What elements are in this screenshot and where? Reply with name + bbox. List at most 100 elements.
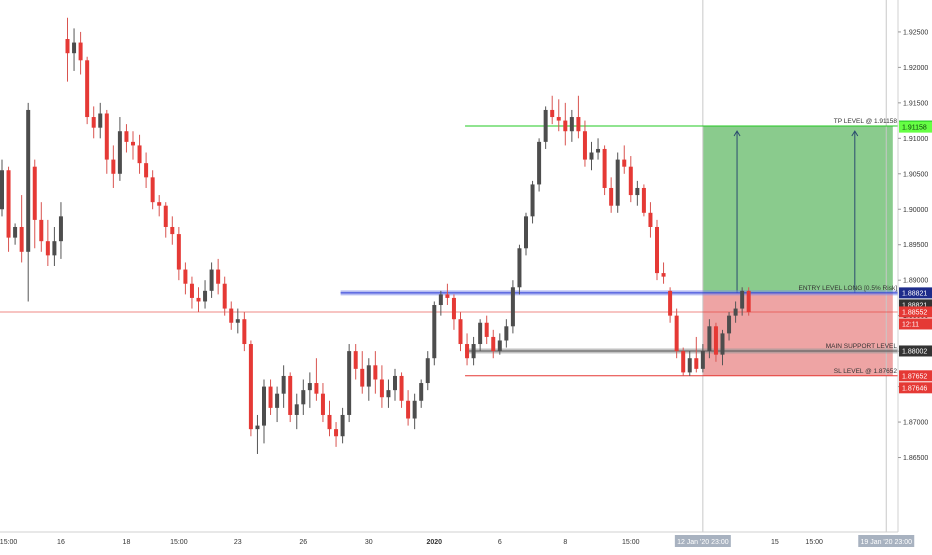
time-tick-label: 26 xyxy=(299,539,307,546)
candle-body xyxy=(268,386,273,408)
price-tick-label: 1.89500 xyxy=(903,242,928,249)
candle-body xyxy=(582,131,587,160)
candle-body xyxy=(347,351,352,415)
candle-body xyxy=(465,344,470,359)
candle-body xyxy=(733,308,738,316)
candle-body xyxy=(294,404,299,415)
candle-body xyxy=(248,344,253,430)
price-tick-label: 1.86500 xyxy=(903,455,928,462)
time-tick-label: 15:00 xyxy=(170,539,188,546)
time-tick-label: 16 xyxy=(57,539,65,546)
price-tag-label: 1.88552 xyxy=(902,309,927,316)
price-tick-label: 1.91500 xyxy=(903,100,928,107)
candle-body xyxy=(72,42,77,54)
price-tag-label: 1.87652 xyxy=(902,373,927,380)
candle-body xyxy=(0,170,4,210)
candle-body xyxy=(163,205,168,227)
candle-body xyxy=(681,351,686,373)
candle-body xyxy=(628,166,633,196)
candle-body xyxy=(26,109,31,252)
candle-body xyxy=(700,351,705,369)
candle-body xyxy=(563,120,568,132)
price-tag-bg xyxy=(899,287,932,299)
candle-body xyxy=(117,131,122,174)
candle-body xyxy=(327,414,332,430)
tp-label: TP LEVEL @ 1.91158 xyxy=(834,118,898,125)
candle-body xyxy=(320,393,325,415)
price-tick-label: 1.87000 xyxy=(903,420,928,427)
candle-body xyxy=(393,375,397,391)
candle-body xyxy=(635,187,640,196)
price-tick-label: 1.89000 xyxy=(903,278,928,285)
candle-body xyxy=(301,390,306,405)
time-highlight-label: 19 Jan '20 23:00 xyxy=(860,539,912,546)
candle-body xyxy=(517,248,522,288)
candle-body xyxy=(373,365,378,380)
time-tick-label: 23 xyxy=(234,539,242,546)
candle-body xyxy=(131,141,135,146)
level-annotations: TP LEVEL @ 1.91158 ENTRY LEVEL LONG [0.5%… xyxy=(799,118,898,375)
candle-body xyxy=(353,351,358,369)
candle-body xyxy=(58,216,63,242)
candle-body xyxy=(589,152,594,160)
price-tag-bg xyxy=(899,299,932,311)
candle-body xyxy=(189,283,194,298)
candle-body xyxy=(687,358,692,373)
loss-zone xyxy=(702,292,893,376)
candle-body xyxy=(281,375,286,394)
time-tick-label: 6 xyxy=(498,539,502,546)
target-arrow-head xyxy=(851,130,859,137)
price-tag-bg xyxy=(899,370,932,382)
candle-body xyxy=(497,340,502,352)
candle-body xyxy=(340,414,345,437)
candle-body xyxy=(176,234,181,270)
candle-body xyxy=(262,386,266,426)
candle-body xyxy=(727,315,732,334)
candle-body xyxy=(13,226,18,238)
candle-body xyxy=(425,358,430,384)
candle-body xyxy=(543,109,548,142)
time-tick-label: 15:00 xyxy=(622,539,640,546)
time-tick-label: 2020 xyxy=(427,539,443,546)
candle-body xyxy=(334,429,339,437)
price-tag-bg xyxy=(899,382,932,394)
candle-body xyxy=(648,212,653,227)
candle-body xyxy=(78,42,83,61)
candle-body xyxy=(406,400,411,419)
candle-body xyxy=(157,202,162,206)
price-tags: 1.911731.911581.888211.888211.8855212:11… xyxy=(899,120,932,394)
candle-body xyxy=(19,226,24,252)
candle-body xyxy=(674,315,679,352)
time-highlight-box xyxy=(674,535,731,547)
position-zones xyxy=(702,126,893,376)
profit-zone xyxy=(702,126,893,293)
candle-body xyxy=(360,368,365,387)
candle-body xyxy=(235,319,240,323)
candle-body xyxy=(550,109,555,118)
price-tick-label: 1.91000 xyxy=(903,136,928,143)
candle-body xyxy=(609,187,614,206)
price-tag-label: 1.88821 xyxy=(902,302,927,309)
candle-body xyxy=(615,159,620,206)
time-axis[interactable]: 15:00161815:0023263020206815:001515:0020… xyxy=(0,531,932,547)
candle-body xyxy=(720,333,725,355)
sl-label: SL LEVEL @ 1.87652 xyxy=(834,368,898,375)
candle-body xyxy=(45,241,50,256)
candle-body xyxy=(510,287,515,327)
time-tick-label: 15:00 xyxy=(805,539,823,546)
time-tick-label: 15:00 xyxy=(0,539,17,546)
candles xyxy=(0,17,751,454)
target-arrow-head xyxy=(733,130,741,137)
candle-body xyxy=(655,226,659,274)
price-tag-label: 1.88821 xyxy=(902,290,927,297)
candle-body xyxy=(445,294,450,298)
price-tick-label: 1.92000 xyxy=(903,65,928,72)
candle-body xyxy=(491,336,496,352)
candle-body xyxy=(399,375,404,401)
candle-body xyxy=(530,184,535,217)
entry-label: ENTRY LEVEL LONG [0.5% Risk] xyxy=(799,285,898,292)
candle-body xyxy=(222,283,227,309)
candle-body xyxy=(412,400,417,419)
candle-body xyxy=(641,187,646,213)
